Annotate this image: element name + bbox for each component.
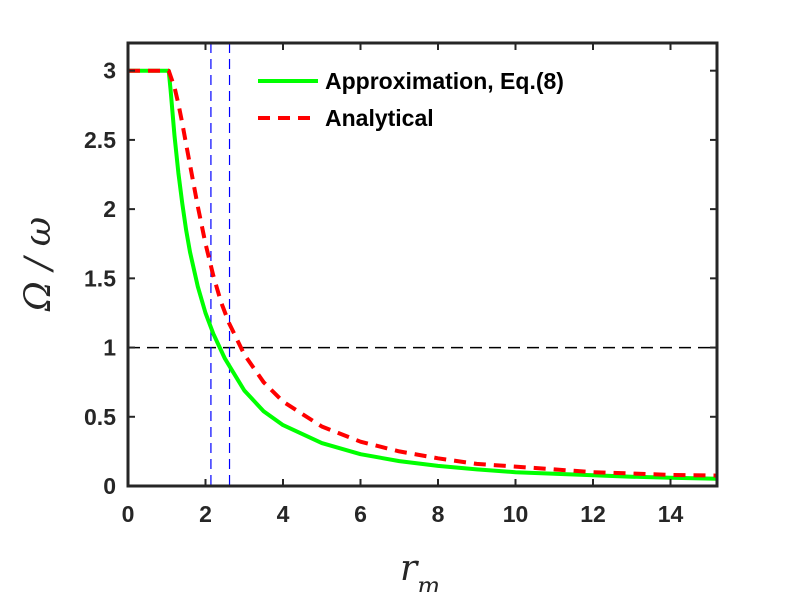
x-tick-label-6: 12	[580, 501, 606, 527]
y-axis-label: Ω / ω	[18, 217, 59, 312]
plot-frame	[126, 41, 719, 488]
y-tick-label-5: 2.5	[84, 127, 116, 153]
plot-background	[128, 43, 717, 486]
x-tick-label-5: 10	[503, 501, 529, 527]
x-tick-label-1: 2	[199, 501, 212, 527]
series-line-1	[128, 68, 718, 478]
x-tick-label-2: 4	[277, 501, 290, 527]
legend-label-1: Analytical	[325, 105, 434, 131]
reference-lines	[128, 43, 717, 486]
y-tick-label-1: 0.5	[84, 404, 116, 430]
y-tick-label-0: 0	[103, 473, 116, 499]
x-tick-label-4: 8	[432, 501, 445, 527]
series-layer	[128, 68, 718, 481]
y-tick-label-6: 3	[103, 58, 116, 84]
x-tick-label-0: 0	[122, 501, 135, 527]
series-line-0	[128, 68, 718, 481]
y-tick-label-2: 1	[103, 335, 116, 361]
x-axis-label-subscript: m	[417, 572, 440, 592]
y-tick-label-4: 2	[103, 196, 116, 222]
x-tick-label-7: 14	[658, 501, 684, 527]
x-axis-label: rm	[400, 548, 440, 592]
x-tick-label-3: 6	[354, 501, 367, 527]
y-tick-label-3: 1.5	[84, 265, 116, 291]
ticks-layer: 0 2 4 6 8 10 12 14 0 0.5 1 1.5 2 2.5 3	[84, 43, 717, 527]
legend-label-0: Approximation, Eq.(8)	[325, 68, 564, 94]
legend: Approximation, Eq.(8) Analytical	[258, 68, 564, 131]
